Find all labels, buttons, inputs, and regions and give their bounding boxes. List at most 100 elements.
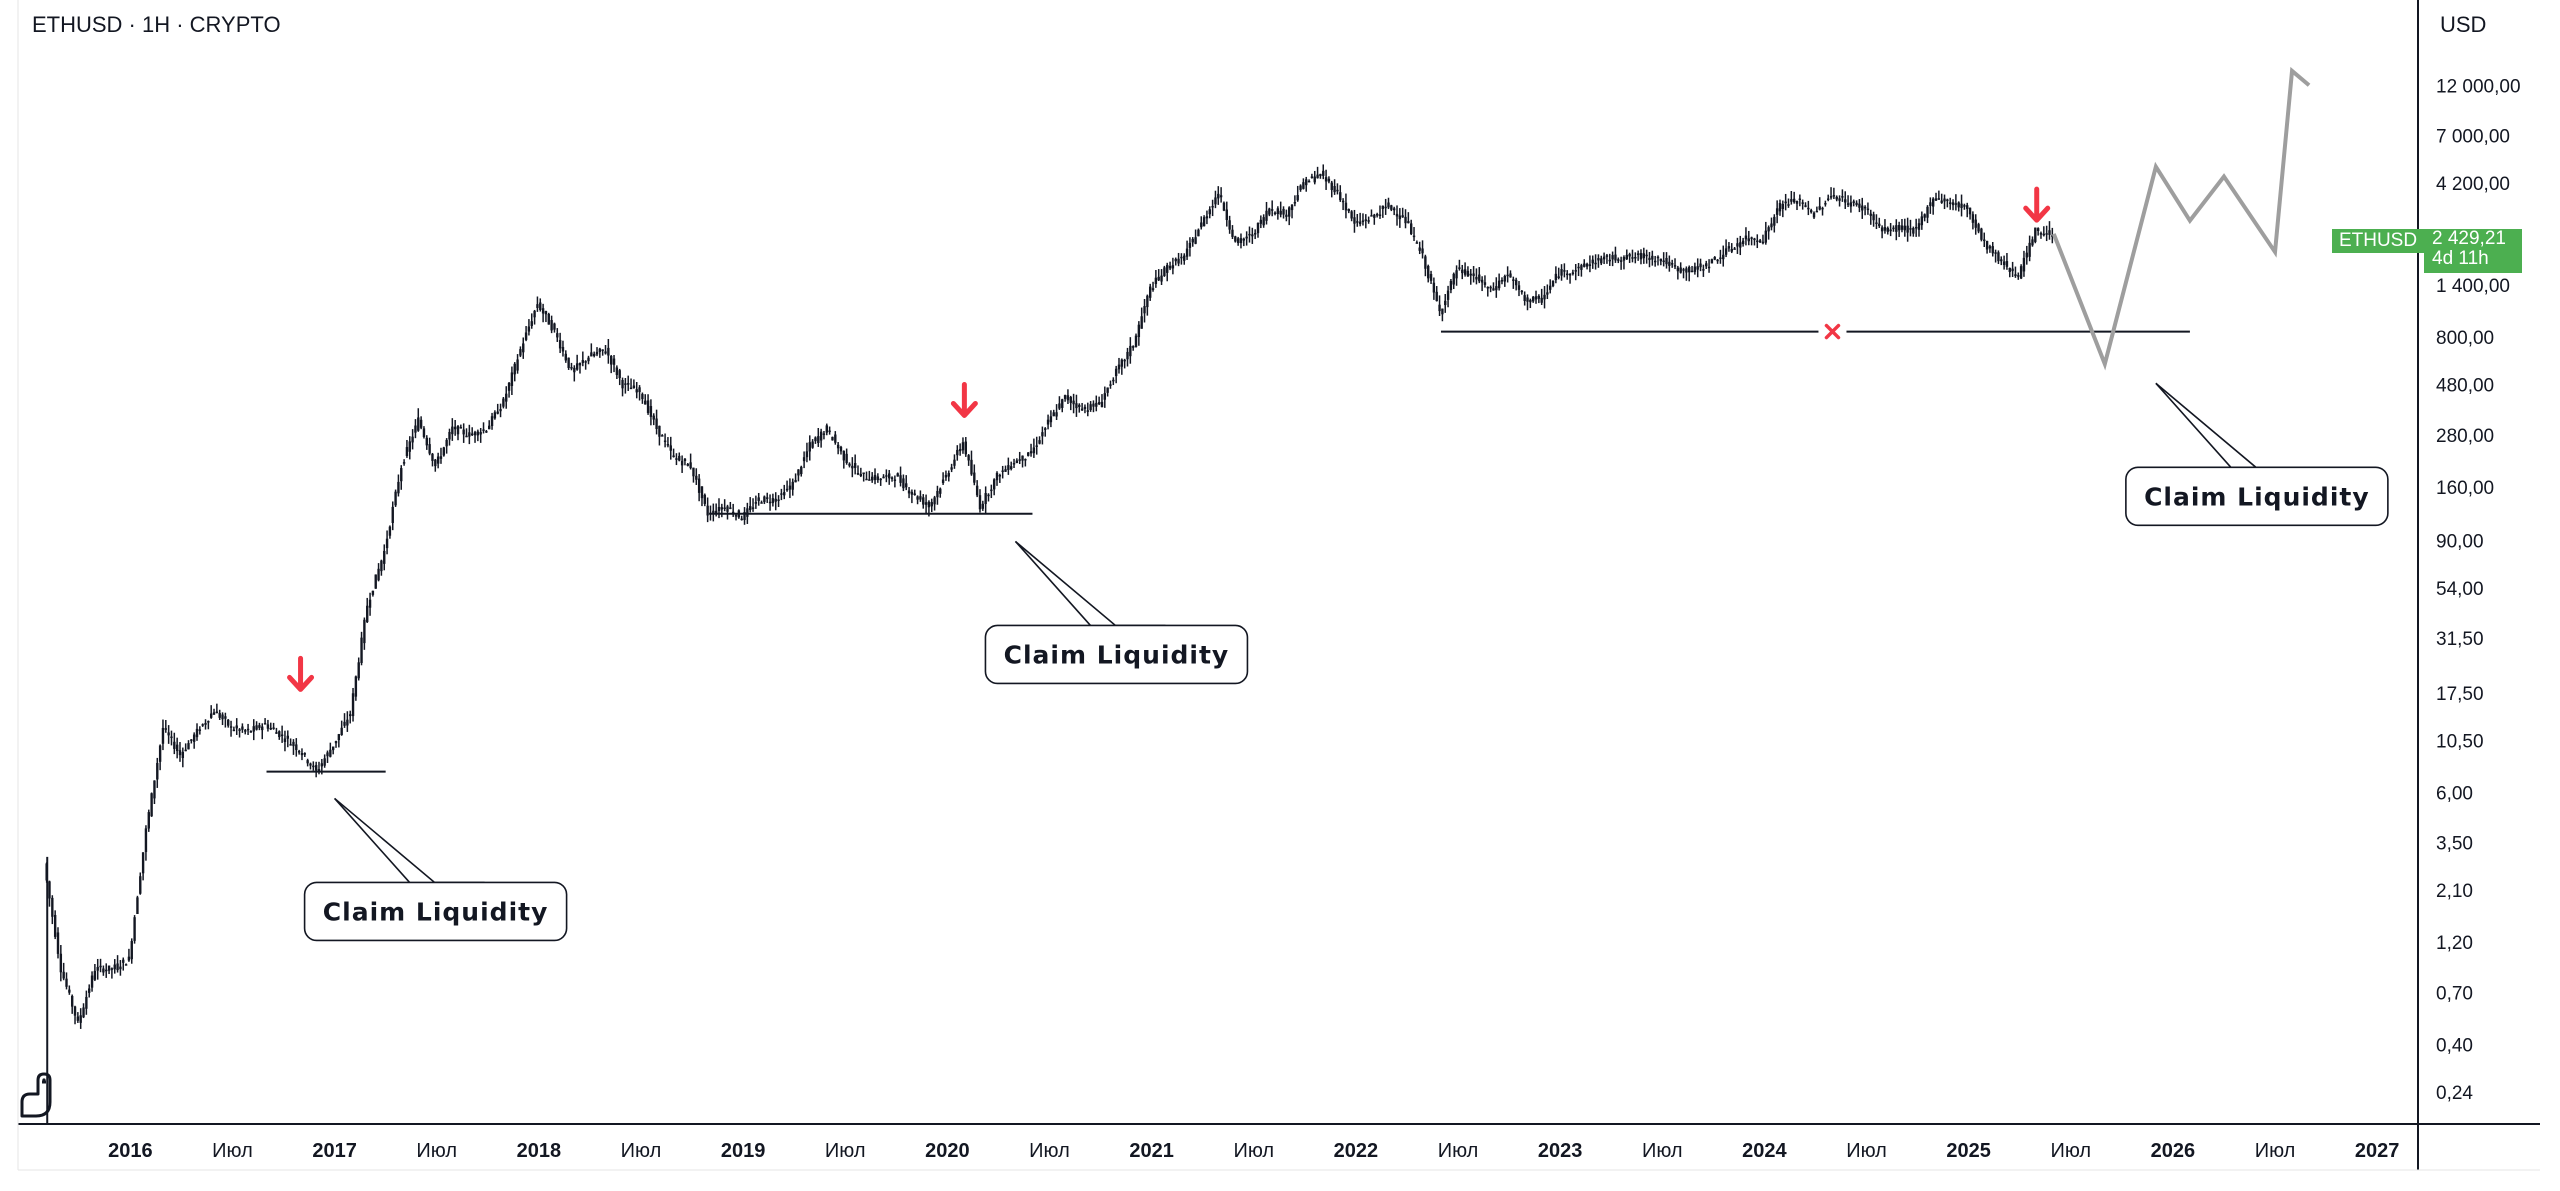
candle-body bbox=[1435, 291, 1438, 302]
candle-body bbox=[1866, 208, 1870, 211]
candle-body bbox=[209, 713, 213, 718]
x-tick-label: 2026 bbox=[2151, 1140, 2196, 1162]
candle-body bbox=[459, 427, 463, 429]
candle-body bbox=[729, 507, 732, 509]
callout-box bbox=[984, 624, 1249, 685]
candle-body bbox=[1310, 176, 1314, 178]
candle-body bbox=[1200, 222, 1203, 228]
candle-body bbox=[1262, 217, 1265, 226]
x-tick-label: 2018 bbox=[517, 1140, 562, 1162]
candle-body bbox=[144, 828, 148, 853]
candle-body bbox=[1336, 189, 1339, 192]
candle-body bbox=[153, 780, 156, 799]
candle-body bbox=[1126, 351, 1129, 360]
candle-body bbox=[1492, 288, 1495, 291]
candle-body bbox=[76, 1016, 80, 1021]
candle-body bbox=[828, 430, 831, 433]
symbol-title[interactable]: ETHUSD · 1H · CRYPTO bbox=[32, 12, 281, 37]
x-axis[interactable]: 2016 Июл 2017 Июл 2018 Июл 2019 Июл 2020 Июл 2021 И… bbox=[108, 1140, 2399, 1162]
candle-body bbox=[1906, 225, 1909, 233]
candle-body bbox=[422, 428, 426, 437]
candle-body bbox=[766, 497, 769, 499]
candle-body bbox=[956, 449, 959, 456]
candle-body bbox=[1974, 219, 1977, 228]
candle-body bbox=[1333, 186, 1336, 193]
x-tick-label: Июл bbox=[2255, 1140, 2296, 1162]
candle-body bbox=[1656, 256, 1660, 259]
candle-body bbox=[1378, 214, 1382, 216]
candle-body bbox=[496, 411, 499, 414]
candle-body bbox=[499, 409, 502, 412]
candle-body bbox=[297, 751, 301, 753]
candle-body bbox=[1863, 206, 1867, 209]
candle-body bbox=[1574, 270, 1577, 272]
candle-body bbox=[814, 437, 817, 442]
candle-body bbox=[1844, 199, 1847, 203]
candle-body bbox=[300, 752, 304, 756]
candle-body bbox=[1642, 253, 1646, 259]
candle-body bbox=[1946, 199, 1949, 201]
candle-body bbox=[1636, 253, 1640, 255]
candle-body bbox=[1707, 266, 1711, 269]
candle-body bbox=[1855, 202, 1858, 205]
candle-body bbox=[1114, 368, 1118, 377]
candle-body bbox=[1583, 263, 1586, 267]
candle-body bbox=[1804, 205, 1807, 207]
candle-body bbox=[470, 433, 474, 436]
price-tag-symbol: ETHUSD bbox=[2332, 229, 2424, 253]
y-axis[interactable]: 12 000,00 7 000,00 4 200,00 1 400,00 800,00 4… bbox=[2436, 76, 2521, 1104]
candle-body bbox=[1183, 255, 1186, 261]
candle-body bbox=[1089, 404, 1092, 411]
bar-countdown: 4d 11h bbox=[2432, 248, 2489, 269]
candle-body bbox=[1775, 208, 1779, 215]
candle-body bbox=[2051, 235, 2054, 237]
candle-body bbox=[1526, 297, 1529, 302]
candle-body bbox=[1480, 279, 1484, 283]
tradingview-dino-icon[interactable] bbox=[16, 1072, 56, 1123]
candle-body bbox=[1784, 201, 1787, 204]
candle-body bbox=[941, 479, 945, 484]
candle-body bbox=[204, 722, 207, 725]
candle-body bbox=[113, 964, 116, 970]
candle-body bbox=[1872, 214, 1875, 221]
candle-body bbox=[1188, 242, 1192, 248]
candle-body bbox=[1381, 205, 1385, 209]
candle-body bbox=[561, 346, 565, 352]
candle-body bbox=[1392, 208, 1396, 211]
candle-body bbox=[1202, 217, 1206, 227]
candle-body bbox=[275, 732, 278, 734]
candle-body bbox=[697, 478, 701, 493]
candle-body bbox=[1106, 387, 1109, 393]
candle-body bbox=[615, 367, 619, 376]
candle-body bbox=[1483, 282, 1487, 285]
candle-body bbox=[1143, 306, 1146, 314]
candle-body bbox=[184, 749, 187, 752]
candle-body bbox=[1631, 257, 1634, 259]
candle-body bbox=[1571, 272, 1575, 274]
candle-body bbox=[1012, 463, 1016, 465]
candle-body bbox=[252, 726, 255, 732]
candle-body bbox=[1690, 270, 1694, 273]
candle-body bbox=[175, 744, 179, 752]
candle-body bbox=[1980, 228, 1983, 240]
candle-body bbox=[1290, 204, 1294, 211]
candle-body bbox=[1503, 275, 1507, 282]
candle-body bbox=[1166, 264, 1169, 273]
candle-body bbox=[570, 367, 573, 369]
candle-body bbox=[371, 590, 375, 595]
currency-label[interactable]: USD bbox=[2440, 12, 2487, 37]
candle-body bbox=[1358, 221, 1362, 225]
candle-body bbox=[2028, 242, 2031, 257]
candle-body bbox=[1319, 173, 1322, 177]
candle-body bbox=[522, 343, 525, 353]
callout-pointer bbox=[1014, 540, 1166, 627]
candle-body bbox=[1228, 220, 1231, 230]
candle-body bbox=[1580, 265, 1583, 270]
candle-body bbox=[439, 456, 443, 459]
candle-body bbox=[527, 326, 531, 332]
candle-body bbox=[1895, 225, 1898, 232]
candle-body bbox=[635, 389, 638, 393]
candle-body bbox=[1495, 286, 1498, 291]
candle-body bbox=[714, 510, 718, 514]
